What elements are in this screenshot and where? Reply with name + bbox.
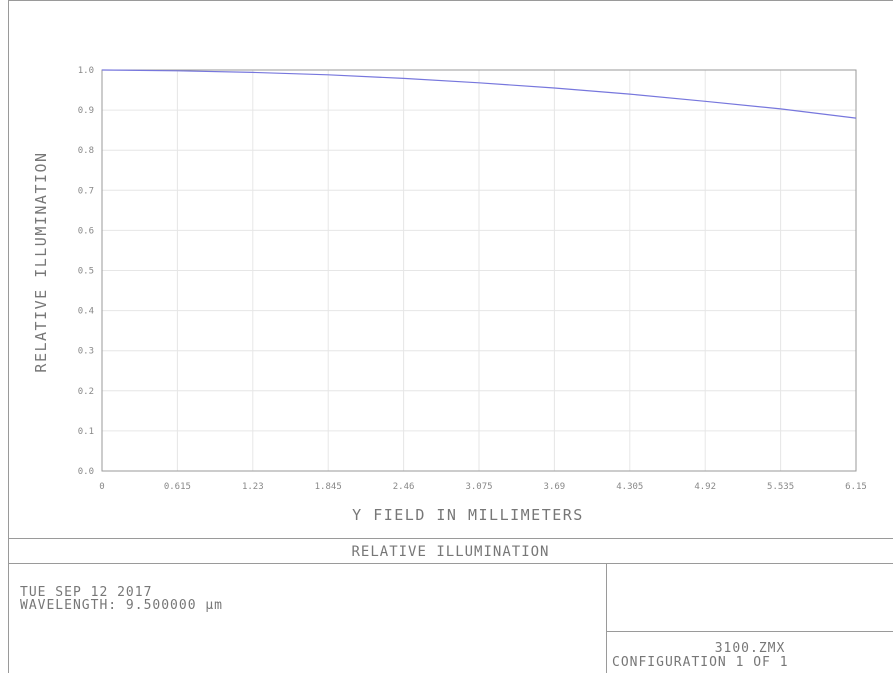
plot-area [101, 69, 857, 472]
x-axis-label: Y FIELD IN MILLIMETERS [352, 506, 584, 524]
y-tick-label: 0.6 [78, 226, 94, 236]
y-tick-label: 0.7 [78, 186, 94, 196]
y-axis-label: RELATIVE ILLUMINATION [32, 151, 50, 372]
x-tick-label: 3.69 [544, 482, 566, 492]
tick-labels: 0 0.615 1.23 1.845 2.46 3.075 3.69 4.305 4.92 5.5… [78, 66, 867, 492]
y-tick-label: 0.2 [78, 387, 94, 397]
y-tick-label: 0.9 [78, 106, 94, 116]
info-column-divider [606, 563, 607, 673]
x-tick-label: 0 [99, 482, 104, 492]
series-line [101, 69, 857, 119]
file-box-divider [606, 631, 893, 632]
x-tick-label: 3.075 [465, 482, 492, 492]
plot-frame [8, 0, 893, 673]
y-tick-label: 0.8 [78, 146, 94, 156]
x-tick-label: 1.23 [242, 482, 264, 492]
x-tick-label: 6.15 [845, 482, 867, 492]
y-tick-label: 0.5 [78, 267, 94, 277]
wavelength-text: WAVELENGTH: 9.500000 µm [20, 598, 224, 613]
y-tick-label: 0.0 [78, 467, 94, 477]
title-block-top-divider [8, 538, 893, 539]
x-tick-label: 0.615 [164, 482, 191, 492]
x-tick-label: 5.535 [767, 482, 794, 492]
y-tick-label: 0.1 [78, 427, 94, 437]
plot-title: RELATIVE ILLUMINATION [351, 544, 550, 560]
series-layer [101, 69, 857, 119]
x-tick-label: 1.845 [315, 482, 342, 492]
x-tick-label: 4.305 [616, 482, 643, 492]
y-tick-label: 0.3 [78, 347, 94, 357]
y-tick-label: 1.0 [78, 66, 94, 76]
date-text: TUE SEP 12 2017 [20, 585, 153, 600]
x-tick-label: 2.46 [393, 482, 415, 492]
y-tick-label: 0.4 [78, 307, 94, 317]
title-divider [8, 563, 893, 564]
grid [102, 70, 856, 471]
x-tick-label: 4.92 [694, 482, 716, 492]
configuration-text: CONFIGURATION 1 OF 1 [612, 655, 789, 670]
file-name: 3100.ZMX [714, 641, 786, 656]
